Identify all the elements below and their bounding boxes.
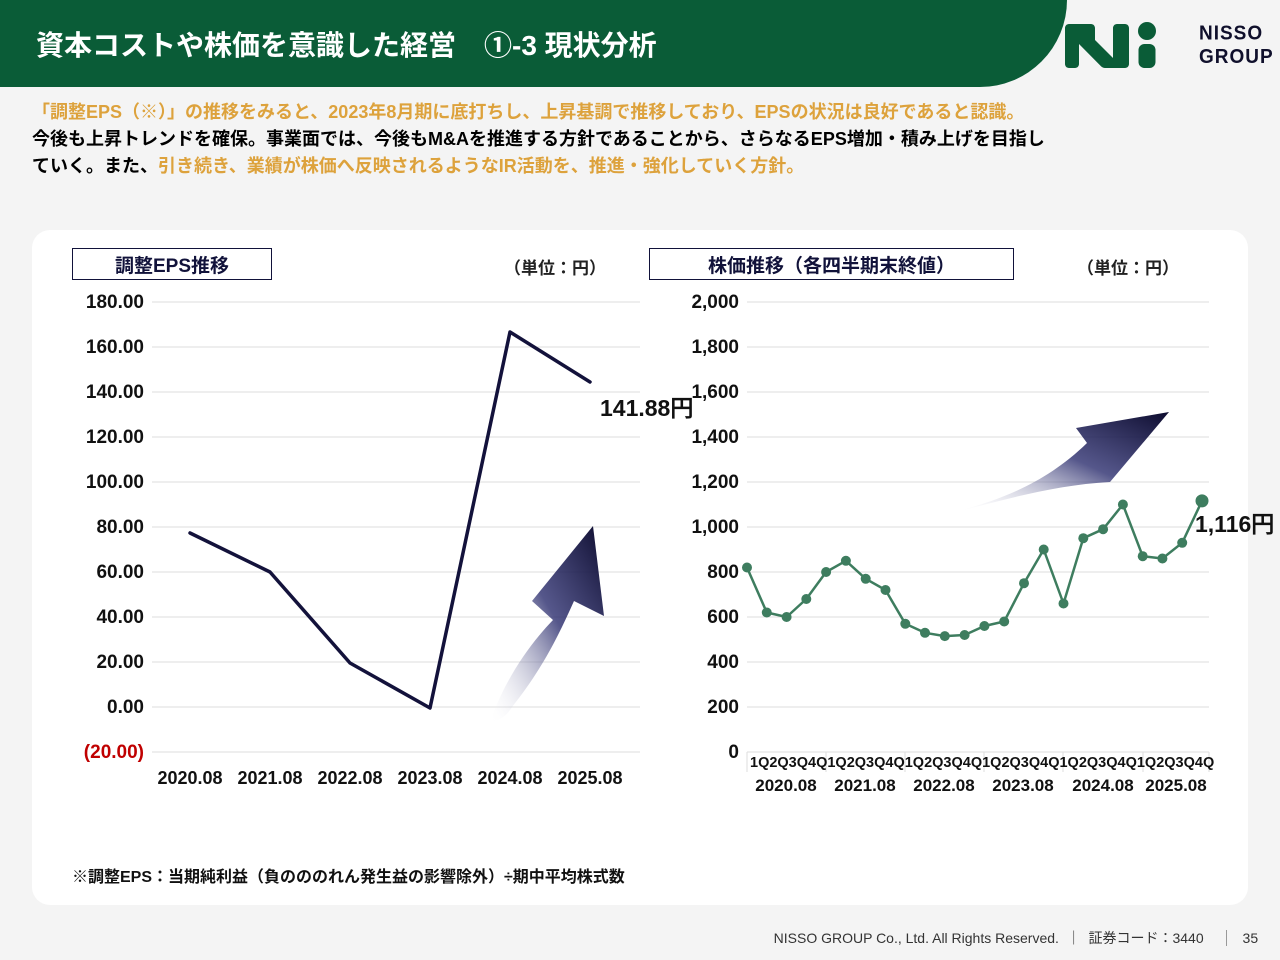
svg-text:800: 800	[707, 562, 739, 583]
svg-text:2024.08: 2024.08	[1072, 776, 1133, 795]
svg-text:2022.08: 2022.08	[913, 776, 974, 795]
svg-text:600: 600	[707, 607, 739, 628]
svg-text:400: 400	[707, 652, 739, 673]
svg-text:0.00: 0.00	[107, 697, 144, 718]
svg-text:200: 200	[707, 697, 739, 718]
svg-text:2025.08: 2025.08	[557, 768, 622, 788]
svg-text:(20.00): (20.00)	[84, 742, 144, 763]
svg-text:0: 0	[728, 742, 739, 763]
svg-text:160.00: 160.00	[86, 337, 144, 358]
svg-text:80.00: 80.00	[96, 517, 144, 538]
svg-text:2023.08: 2023.08	[397, 768, 462, 788]
svg-text:120.00: 120.00	[86, 427, 144, 448]
svg-text:2,000: 2,000	[691, 292, 739, 313]
svg-text:2024.08: 2024.08	[477, 768, 542, 788]
svg-text:1,600: 1,600	[691, 382, 739, 403]
svg-text:140.00: 140.00	[86, 382, 144, 403]
svg-text:1Q2Q3Q4Q1Q2Q3Q4Q1Q2Q3Q4Q1Q2Q3Q: 1Q2Q3Q4Q1Q2Q3Q4Q1Q2Q3Q4Q1Q2Q3Q4Q1Q2Q3Q4Q…	[750, 755, 1214, 771]
svg-text:2021.08: 2021.08	[237, 768, 302, 788]
svg-text:2025.08: 2025.08	[1145, 776, 1206, 795]
svg-text:1,116円: 1,116円	[1195, 511, 1274, 537]
svg-text:40.00: 40.00	[96, 607, 144, 628]
svg-text:2022.08: 2022.08	[317, 768, 382, 788]
svg-text:2020.08: 2020.08	[755, 776, 816, 795]
svg-text:100.00: 100.00	[86, 472, 144, 493]
svg-text:1,800: 1,800	[691, 337, 739, 358]
svg-text:2021.08: 2021.08	[834, 776, 895, 795]
svg-text:2023.08: 2023.08	[992, 776, 1053, 795]
svg-text:1,400: 1,400	[691, 427, 739, 448]
svg-text:2020.08: 2020.08	[157, 768, 222, 788]
svg-text:1,000: 1,000	[691, 517, 739, 538]
svg-text:20.00: 20.00	[96, 652, 144, 673]
svg-text:1,200: 1,200	[691, 472, 739, 493]
svg-text:180.00: 180.00	[86, 292, 144, 313]
svg-text:60.00: 60.00	[96, 562, 144, 583]
